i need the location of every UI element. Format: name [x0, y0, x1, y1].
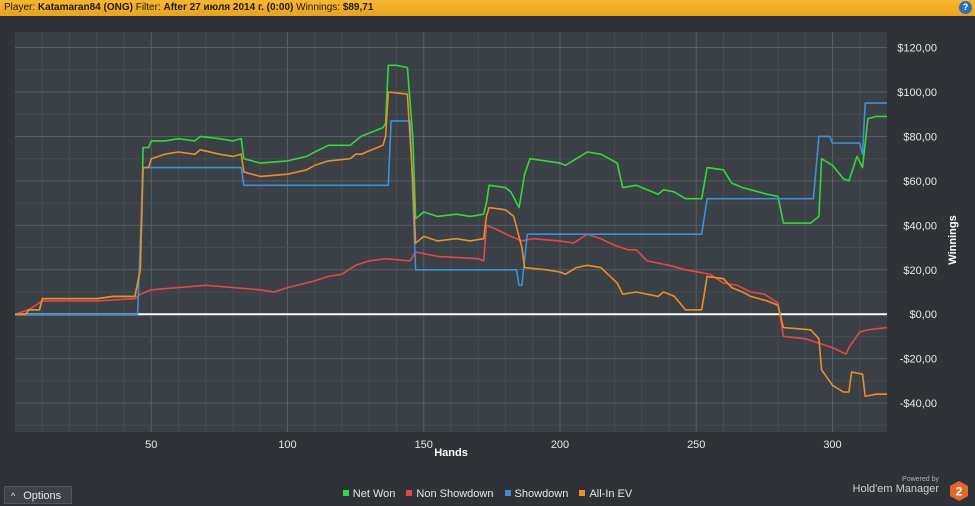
y-axis-ticks: $120,00 $100,00 $80,00 $60,00 $40,00 $20,00 $0…: [897, 43, 937, 411]
y-tick-label: $120,00: [897, 43, 937, 55]
winnings-chart: 50 100 150 200 250 300 $120,00 $100,00 $80,00 $6…: [14, 32, 959, 459]
legend-label: Showdown: [514, 488, 569, 500]
legend-item-net-won[interactable]: Net Won: [342, 488, 396, 500]
y-tick-label: $20,00: [903, 265, 937, 277]
brand-name: Hold'em Manager: [852, 483, 939, 495]
series-line-showdown: [15, 102, 887, 315]
x-tick-label: 300: [823, 439, 841, 451]
series-line-all-in-ev: [15, 91, 887, 398]
legend-item-showdown[interactable]: Showdown: [504, 488, 569, 500]
logo-text: 2: [956, 485, 963, 499]
legend-label: Net Won: [352, 488, 396, 500]
x-tick-label: 100: [278, 439, 296, 451]
options-button[interactable]: ^ Options: [4, 486, 72, 504]
player-label: Player:: [4, 2, 36, 13]
legend-item-all-in-ev[interactable]: All-In EV: [579, 488, 632, 500]
y-tick-label: $80,00: [903, 131, 937, 143]
chevron-up-icon: ^: [11, 491, 16, 501]
powered-by-text: Powered by: [902, 476, 939, 483]
filter-value: After 27 июля 2014 г. (0:00): [163, 2, 294, 13]
x-tick-label: 50: [145, 439, 157, 451]
legend-label: Non Showdown: [416, 488, 494, 500]
x-tick-label: 200: [551, 439, 569, 451]
player-value: Katamaran84 (ONG): [37, 2, 133, 13]
legend-swatch: [406, 490, 413, 497]
x-axis-label: Hands: [434, 447, 468, 459]
winnings-value: $89,71: [342, 2, 374, 13]
filter-label: Filter:: [135, 2, 161, 13]
winnings-label: Winnings:: [296, 2, 341, 13]
x-tick-label: 150: [415, 439, 433, 451]
series-lines: [14, 64, 888, 398]
y-tick-label: $100,00: [897, 87, 937, 99]
y-axis-label: Winnings: [947, 215, 959, 264]
help-icon[interactable]: ?: [959, 1, 972, 14]
legend-label: All-In EV: [589, 488, 633, 500]
y-tick-label: $40,00: [903, 220, 937, 232]
legend-swatch: [504, 490, 511, 497]
options-label: Options: [23, 490, 62, 502]
branding: Powered by Hold'em Manager: [853, 476, 939, 495]
legend-swatch: [579, 490, 586, 497]
chart-legend: Net Won Non Showdown Showdown All-In EV: [0, 488, 975, 500]
y-tick-label: $60,00: [903, 176, 937, 188]
header-bar: Player: Katamaran84 (ONG) Filter: After …: [0, 0, 975, 16]
y-tick-label: -$40,00: [900, 398, 937, 410]
y-tick-label: -$20,00: [900, 354, 937, 366]
legend-item-non-showdown[interactable]: Non Showdown: [406, 488, 493, 500]
gridlines: [15, 32, 887, 432]
x-axis-ticks: 50 100 150 200 250 300: [145, 439, 842, 451]
hm2-logo-icon: 2: [950, 481, 968, 501]
series-line-net-won: [15, 64, 887, 315]
legend-swatch: [342, 490, 349, 497]
y-tick-label: $0,00: [909, 309, 937, 321]
x-tick-label: 250: [687, 439, 705, 451]
